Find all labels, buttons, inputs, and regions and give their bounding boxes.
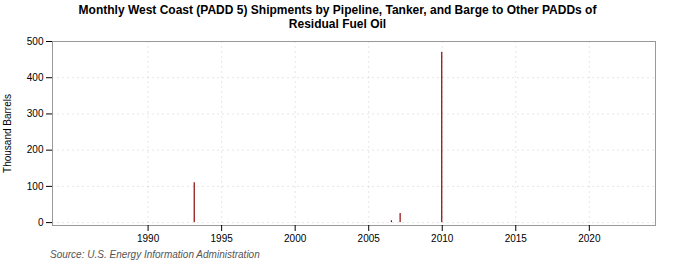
svg-text:1990: 1990 — [137, 233, 160, 244]
svg-text:100: 100 — [27, 181, 44, 192]
svg-text:2005: 2005 — [358, 233, 381, 244]
svg-text:1995: 1995 — [211, 233, 234, 244]
svg-text:2020: 2020 — [578, 233, 601, 244]
svg-text:2010: 2010 — [431, 233, 454, 244]
html-text:Source: U.S. Energy Informatio: Source: U.S. Energy Information Administ… — [50, 249, 260, 260]
svg-text:2015: 2015 — [505, 233, 528, 244]
svg-text:Thousand Barrels: Thousand Barrels — [2, 94, 13, 173]
svg-text:200: 200 — [27, 144, 44, 155]
html-text:Monthly West Coast (PADD 5) Sh: Monthly West Coast (PADD 5) Shipments by… — [78, 3, 597, 31]
svg-text:400: 400 — [27, 72, 44, 83]
svg-text:300: 300 — [27, 108, 44, 119]
svg-text:500: 500 — [27, 36, 44, 47]
svg-text:0: 0 — [38, 217, 44, 228]
svg-text:2000: 2000 — [284, 233, 307, 244]
